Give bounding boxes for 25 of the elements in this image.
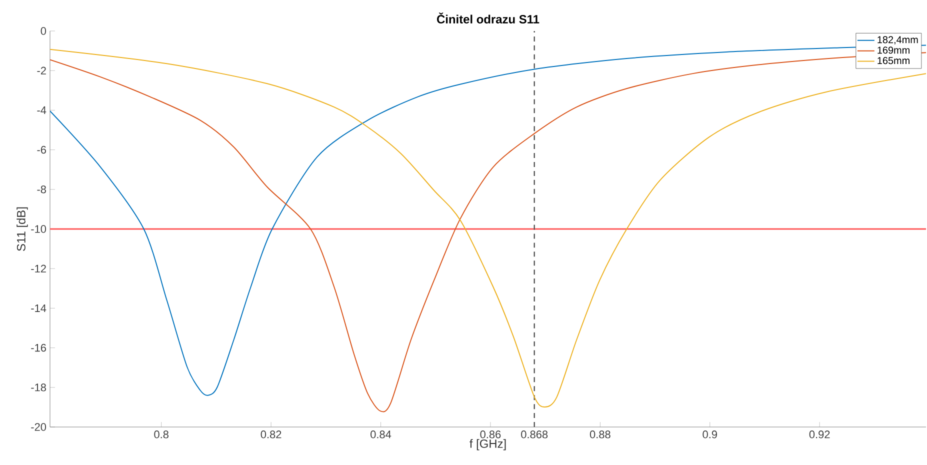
x-axis-title: f [GHz] — [470, 439, 506, 450]
legend-label: 165mm — [878, 57, 910, 64]
y-tick-label: -6 — [37, 146, 46, 154]
x-tick-label: 0.88 — [590, 430, 610, 438]
x-tick-label: 0.868 — [521, 430, 548, 438]
y-axis-title: S11 [dB] — [16, 207, 28, 251]
y-tick-label: -14 — [31, 304, 46, 312]
y-tick-label: -12 — [31, 264, 46, 272]
y-tick-label: -18 — [31, 384, 46, 392]
y-tick-label: -4 — [37, 106, 46, 114]
y-tick-label: -16 — [31, 344, 46, 352]
x-tick-label: 0.82 — [260, 430, 282, 438]
y-tick-label: -20 — [31, 423, 46, 431]
x-tick-label: 0.84 — [370, 430, 392, 438]
x-tick-label: 0.86 — [480, 430, 501, 438]
y-tick-label: -2 — [37, 66, 46, 74]
y-tick-label: 0 — [40, 27, 46, 35]
x-tick-label: 0.8 — [154, 430, 168, 438]
x-tick-label: 0.92 — [809, 430, 830, 438]
chart-title: Činitel odrazu S11 — [437, 12, 540, 24]
legend-label: 169mm — [878, 46, 910, 54]
y-tick-label: -8 — [37, 186, 46, 194]
y-tick-label: -10 — [31, 225, 46, 233]
x-tick-label: 0.9 — [702, 430, 717, 438]
legend-label: 182,4mm — [878, 36, 918, 44]
